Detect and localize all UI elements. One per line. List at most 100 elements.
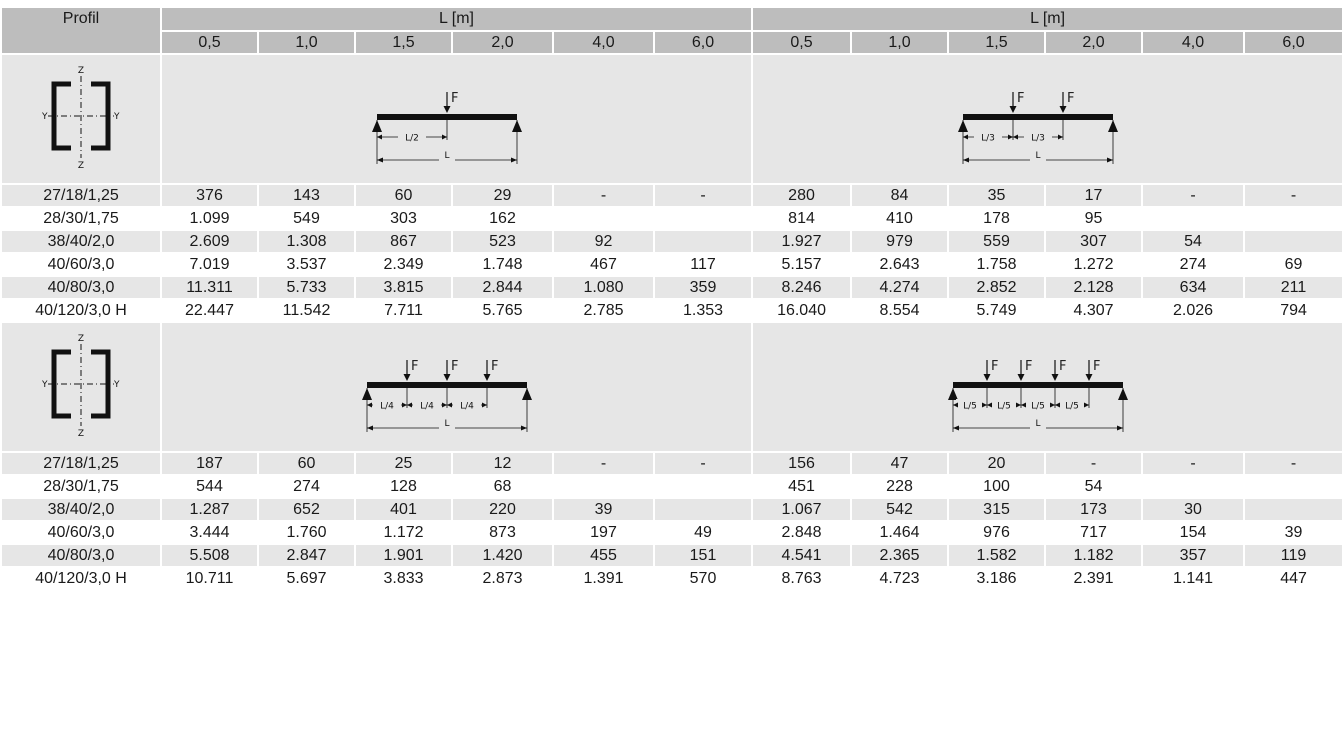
value-cell-right: 3.186 — [947, 566, 1047, 591]
value-cell-left: 197 — [552, 520, 655, 545]
beam-diagram-right: F F L/3 L/3 L — [751, 53, 1342, 185]
value-cell-right: 16.040 — [751, 298, 853, 323]
length-header-left-4: 4,0 — [552, 30, 655, 55]
c-profile-icon: Z Z Y Y — [41, 334, 120, 439]
svg-text:L/5: L/5 — [1065, 401, 1079, 411]
value-cell-left: - — [652, 183, 754, 208]
value-cell-right: - — [1243, 183, 1342, 208]
header-row-1: Profil L [m] L [m] — [0, 6, 1342, 55]
svg-text:L: L — [444, 419, 449, 429]
value-cell-left: 544 — [160, 474, 259, 499]
value-cell-right: 228 — [850, 474, 950, 499]
table-row: 38/40/2,0 1.287 652 401 220 39 1.067 542 315 173 3… — [0, 497, 1342, 522]
profile-diagram-cell: Z Z Y Y — [0, 53, 162, 185]
value-cell-left: 3.833 — [354, 566, 453, 591]
value-cell-right — [1243, 206, 1342, 231]
value-cell-right: 8.246 — [751, 275, 853, 300]
diagram-row-2: Z Z Y Y F F F L/4 L/4 L/4 L F F F F L/5 L/5 L/5 L/5 L — [0, 321, 1342, 453]
value-cell-left: 5.697 — [257, 566, 356, 591]
svg-text:Z: Z — [78, 334, 84, 344]
value-cell-left: 143 — [257, 183, 356, 208]
value-cell-right: 1.927 — [751, 229, 853, 254]
svg-text:L/5: L/5 — [997, 401, 1011, 411]
value-cell-right: 2.026 — [1141, 298, 1246, 323]
value-cell-left: 3.444 — [160, 520, 259, 545]
value-cell-left: 2.785 — [552, 298, 655, 323]
value-cell-left: 220 — [451, 497, 554, 522]
table-row: 40/60/3,0 7.019 3.537 2.349 1.748 467 117 5.157… — [0, 252, 1342, 277]
value-cell-left: 92 — [552, 229, 655, 254]
beam-4-load-icon: F F F F L/5 L/5 L/5 L/5 L — [947, 359, 1128, 433]
value-cell-left — [652, 206, 754, 231]
profile-cell: 40/60/3,0 — [0, 252, 162, 277]
value-cell-right: 280 — [751, 183, 853, 208]
svg-text:F: F — [1093, 359, 1100, 374]
value-cell-right: 4.274 — [850, 275, 950, 300]
value-cell-right: 1.182 — [1044, 543, 1144, 568]
profile-cell: 38/40/2,0 — [0, 497, 162, 522]
profile-cell: 40/80/3,0 — [0, 543, 162, 568]
value-cell-right: 451 — [751, 474, 853, 499]
value-cell-left: 162 — [451, 206, 554, 231]
value-cell-left: 523 — [451, 229, 554, 254]
value-cell-right: 2.365 — [850, 543, 950, 568]
value-cell-right: 17 — [1044, 183, 1144, 208]
value-cell-left: 68 — [451, 474, 554, 499]
svg-text:L/4: L/4 — [420, 401, 434, 411]
length-header-left-3: 2,0 — [451, 30, 554, 55]
value-cell-left — [652, 474, 754, 499]
svg-text:L/3: L/3 — [1031, 133, 1045, 143]
svg-text:L: L — [444, 151, 449, 161]
length-group-header-left: L [m] — [159, 6, 754, 32]
profile-cell: 27/18/1,25 — [0, 451, 162, 476]
value-cell-left — [652, 229, 754, 254]
profile-cell: 40/80/3,0 — [0, 275, 162, 300]
value-cell-left: 549 — [257, 206, 356, 231]
svg-text:F: F — [1067, 91, 1074, 106]
value-cell-right: 315 — [947, 497, 1047, 522]
table-row: 40/120/3,0 H 22.447 11.542 7.711 5.765 2.785 1… — [0, 298, 1342, 323]
value-cell-right: 4.723 — [850, 566, 950, 591]
value-cell-left: 867 — [354, 229, 453, 254]
svg-text:Y: Y — [41, 380, 48, 390]
svg-text:L/2: L/2 — [405, 133, 419, 143]
value-cell-left: 873 — [451, 520, 554, 545]
length-header-right-3: 2,0 — [1044, 30, 1144, 55]
table-row: 40/80/3,0 5.508 2.847 1.901 1.420 455 151 4.541… — [0, 543, 1342, 568]
length-header-right-2: 1,5 — [947, 30, 1047, 55]
value-cell-left: 274 — [257, 474, 356, 499]
value-cell-left: 1.391 — [552, 566, 655, 591]
value-cell-left: 1.353 — [652, 298, 754, 323]
value-cell-left: 22.447 — [160, 298, 259, 323]
profil-header: Profil — [0, 6, 162, 55]
value-cell-right: 5.157 — [751, 252, 853, 277]
length-header-left-5: 6,0 — [652, 30, 754, 55]
value-cell-right: - — [1141, 183, 1246, 208]
value-cell-right: 559 — [947, 229, 1047, 254]
value-cell-left: 401 — [354, 497, 453, 522]
beam-diagram-left: F L/2 L — [159, 53, 754, 185]
value-cell-left: 376 — [160, 183, 259, 208]
value-cell-right: 8.554 — [850, 298, 950, 323]
value-cell-right: 1.141 — [1141, 566, 1246, 591]
svg-text:L: L — [1035, 151, 1040, 161]
beam-diagram-right: F F F F L/5 L/5 L/5 L/5 L — [751, 321, 1342, 453]
value-cell-right: 976 — [947, 520, 1047, 545]
diagram-row-1: Z Z Y Y F L/2 L F F L/3 L/3 L — [0, 53, 1342, 185]
value-cell-left — [652, 497, 754, 522]
value-cell-right: 54 — [1141, 229, 1246, 254]
value-cell-right — [1243, 474, 1342, 499]
value-cell-left: - — [552, 451, 655, 476]
value-cell-right: 119 — [1243, 543, 1342, 568]
value-cell-left: 128 — [354, 474, 453, 499]
profile-cell: 40/120/3,0 H — [0, 298, 162, 323]
table-row: 28/30/1,75 544 274 128 68 451 228 100 54 — [0, 474, 1342, 499]
svg-text:F: F — [451, 359, 458, 374]
svg-text:F: F — [451, 91, 458, 106]
value-cell-right: 69 — [1243, 252, 1342, 277]
table-row: 28/30/1,75 1.099 549 303 162 814 410 178 95 — [0, 206, 1342, 231]
value-cell-right: 35 — [947, 183, 1047, 208]
value-cell-left: 570 — [652, 566, 754, 591]
value-cell-left — [552, 474, 655, 499]
value-cell-left: 2.609 — [160, 229, 259, 254]
